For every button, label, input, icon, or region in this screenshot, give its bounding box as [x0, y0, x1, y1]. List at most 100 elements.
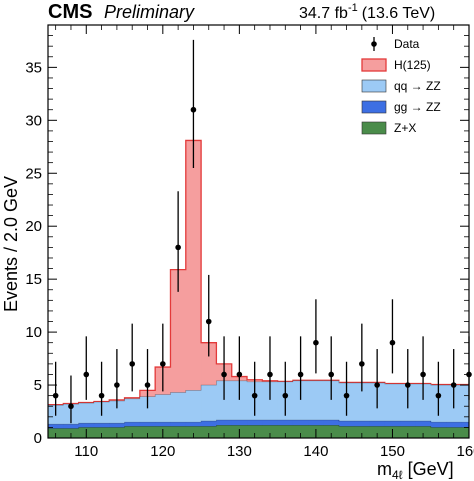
- data-point-140: [313, 299, 319, 374]
- data-point-152: [404, 349, 411, 409]
- data-point-154: [420, 336, 426, 400]
- legend-item-h-125: H(125): [361, 58, 431, 72]
- legend-data-marker: [371, 41, 377, 47]
- marker-120: [160, 361, 166, 367]
- marker-108: [68, 403, 74, 410]
- legend-item-qq-zz: qq → ZZ: [361, 79, 441, 93]
- x-axis-label-sub: 4ℓ: [392, 468, 403, 481]
- stack-z-x: [48, 424, 469, 438]
- bar-z-x-111: [93, 427, 110, 438]
- y-tick-label-5: 5: [34, 377, 42, 394]
- marker-126: [205, 318, 212, 325]
- data-point-122: [175, 191, 181, 292]
- marker-116: [129, 361, 135, 367]
- data-point-120: [160, 323, 166, 392]
- y-tick-label-35: 35: [25, 59, 42, 76]
- legend-item-z-x: Z+X: [361, 121, 416, 135]
- y-tick-label-10: 10: [25, 324, 42, 341]
- legend-label-z-x: Z+X: [394, 121, 416, 135]
- legend-label-h-125: H(125): [394, 58, 431, 72]
- data-point-116: [129, 323, 135, 392]
- bar-qq-zz-159: [461, 385, 469, 438]
- legend-label-gg-zz: gg → ZZ: [394, 100, 441, 114]
- bar-h-125-123: [185, 140, 202, 438]
- data-point-142: [328, 336, 335, 400]
- marker-150: [389, 339, 396, 346]
- y-tick-label-15: 15: [25, 271, 42, 288]
- data-point-156: [435, 361, 442, 416]
- outline-gg-zz: [48, 419, 469, 425]
- bar-z-x-135: [277, 425, 294, 438]
- x-tick-label-130: 130: [227, 443, 252, 460]
- data-point-118: [144, 349, 151, 409]
- energy-label: (13.6 TeV): [362, 5, 436, 22]
- data-point-110: [83, 336, 90, 400]
- data-point-128: [221, 336, 227, 400]
- legend-item-gg-zz: gg → ZZ: [361, 100, 441, 114]
- x-tick-label-150: 150: [380, 443, 405, 460]
- bar-z-x-153: [415, 426, 432, 438]
- bar-z-x-113: [109, 427, 126, 438]
- outline-h-125: [48, 139, 469, 406]
- marker-132: [251, 392, 258, 399]
- marker-118: [144, 382, 151, 388]
- y-tick-label-0: 0: [34, 430, 42, 447]
- marker-124: [190, 106, 197, 113]
- legend-swatch-z-x: [361, 121, 387, 135]
- bar-z-x-145: [354, 426, 370, 438]
- legend-swatch-h-125: [361, 58, 387, 72]
- outline-z-x: [48, 424, 469, 429]
- data-point-136: [282, 361, 289, 416]
- marker-152: [404, 382, 411, 388]
- legend-label-qq-zz: qq → ZZ: [394, 79, 441, 93]
- marker-130: [236, 371, 243, 378]
- axes: 110 120 130 140 150 160 0 5 10 15 20 25 30 35: [25, 24, 474, 460]
- bar-z-x-157: [446, 427, 462, 438]
- marker-138: [297, 371, 304, 378]
- outline-qq-zz: [48, 380, 469, 406]
- data-point-130: [236, 336, 243, 400]
- marker-122: [175, 244, 181, 251]
- data-point-112: [98, 361, 105, 416]
- marker-128: [221, 371, 227, 378]
- bar-z-x-117: [139, 426, 156, 438]
- x-axis-label-unit: [GeV]: [408, 459, 454, 479]
- y-tick-label-25: 25: [25, 165, 42, 182]
- bar-z-x-127: [216, 425, 233, 438]
- marker-114: [114, 382, 120, 388]
- lumi-value: 34.7 fb: [299, 5, 348, 22]
- marker-156: [435, 392, 442, 399]
- bar-z-x-131: [247, 425, 263, 438]
- bar-z-x-141: [323, 425, 340, 438]
- data-point-106: [52, 361, 59, 416]
- bar-z-x-151: [400, 426, 416, 438]
- y-tick-label-30: 30: [25, 112, 42, 129]
- marker-142: [328, 371, 335, 378]
- y-axis-label: Events / 2.0 GeV: [1, 176, 21, 312]
- data-point-144: [343, 361, 350, 416]
- marker-148: [374, 382, 380, 388]
- x-axis-label-main: m: [377, 459, 392, 479]
- x-tick-label-160: 160: [456, 443, 474, 460]
- marker-112: [98, 392, 105, 399]
- legend: Data H(125) qq → ZZ gg → ZZ Z+X: [361, 37, 441, 135]
- marker-134: [267, 371, 273, 378]
- bar-z-x-121: [170, 426, 187, 438]
- marker-140: [313, 339, 319, 346]
- lumi-exponent: -1: [348, 2, 358, 14]
- bar-z-x-137: [292, 425, 309, 438]
- marker-144: [343, 392, 350, 399]
- data-point-158: [450, 349, 457, 409]
- bar-z-x-133: [262, 425, 279, 438]
- data-point-134: [267, 336, 273, 400]
- experiment-label: CMS: [48, 1, 92, 23]
- stacked-histograms: [48, 139, 469, 438]
- data-point-138: [297, 336, 304, 400]
- x-tick-label-140: 140: [303, 443, 328, 460]
- bar-z-x-115: [124, 426, 141, 438]
- plot-frame: [47, 24, 470, 439]
- data-point-132: [251, 361, 258, 416]
- bar-z-x-143: [338, 426, 355, 438]
- data-point-146: [359, 323, 365, 392]
